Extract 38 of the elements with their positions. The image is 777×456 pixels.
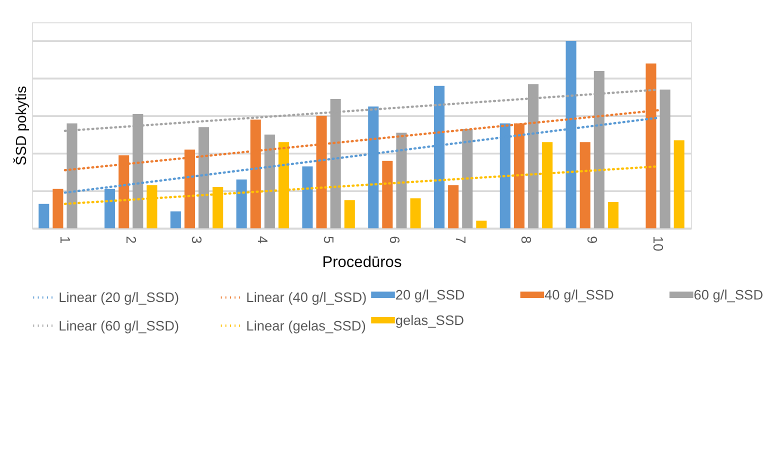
bar xyxy=(410,198,421,228)
x-tick-label: 4 xyxy=(255,236,270,244)
bar xyxy=(674,140,684,228)
y-axis-title: ŠSD pokytis xyxy=(13,86,30,166)
legend-label: 40 g/l_SSD xyxy=(544,287,614,302)
x-tick-label: 6 xyxy=(386,236,402,244)
bar xyxy=(38,204,50,228)
legend-label: Linear (gelas_SSD) xyxy=(246,318,366,334)
bar xyxy=(170,211,181,228)
x-tick-label: 3 xyxy=(189,236,204,244)
legend-label: 20 g/l_SSD xyxy=(395,287,465,302)
bar xyxy=(382,160,393,228)
bar xyxy=(448,185,459,228)
bar xyxy=(52,188,64,228)
x-tick-label: 8 xyxy=(518,236,534,244)
bar xyxy=(462,128,473,228)
bar xyxy=(198,127,210,228)
bar xyxy=(580,142,590,228)
legend-label: Linear (40 g/l_SSD) xyxy=(246,290,367,306)
legend-label: gelas_SSD xyxy=(395,312,464,328)
legend-label: 60 g/l_SSD xyxy=(694,287,764,302)
x-axis-title: Procedūros xyxy=(322,254,402,271)
x-tick-label: 5 xyxy=(320,236,336,244)
bar xyxy=(608,202,618,228)
bar xyxy=(236,180,247,228)
x-tick-label: 10 xyxy=(650,236,666,252)
legend-label: Linear (60 g/l_SSD) xyxy=(58,318,180,334)
x-tick-label: 7 xyxy=(452,236,468,244)
x-tick-label: 9 xyxy=(584,236,600,244)
legend-label: Linear (20 g/l_SSD) xyxy=(58,290,180,306)
bar xyxy=(660,90,670,228)
bar xyxy=(302,166,313,228)
bar xyxy=(264,134,275,228)
bar xyxy=(396,132,407,228)
x-tick-label: 1 xyxy=(57,236,72,244)
x-tick-label: 2 xyxy=(123,236,138,244)
bar xyxy=(344,200,355,228)
bar xyxy=(476,220,487,228)
